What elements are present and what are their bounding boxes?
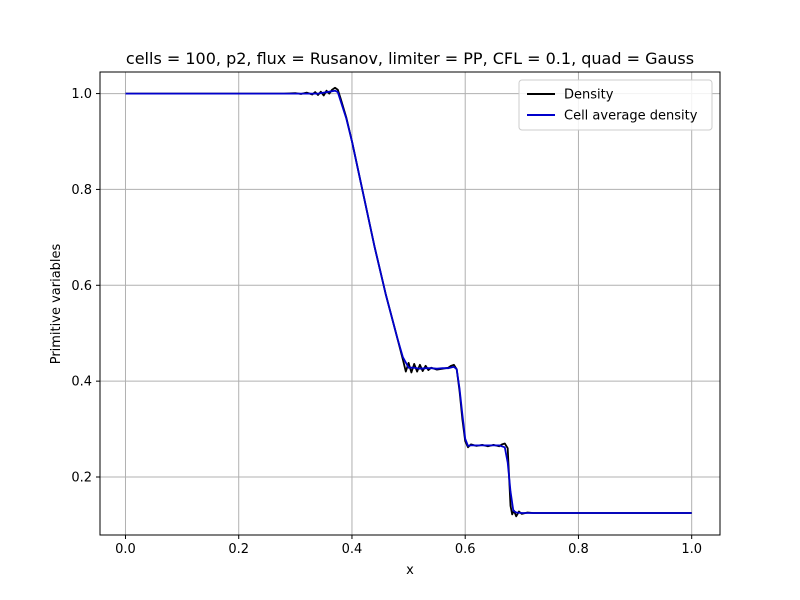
series-lines [125,86,692,518]
x-tick-label: 0.4 [342,542,363,557]
y-tick-label: 0.2 [71,471,92,486]
y-tick-label: 1.0 [71,87,92,102]
y-tick-label: 0.4 [71,375,92,390]
y-tick-label: 0.6 [71,279,92,294]
x-tick-label: 0.0 [115,542,136,557]
x-axis-label: x [406,563,414,578]
series-line-density [125,86,692,518]
y-axis-label: Primitive variables [49,243,64,364]
x-tick-label: 0.8 [568,542,589,557]
y-axis-ticks: 0.2 0.4 0.6 0.8 1.0 [71,87,100,486]
x-axis-ticks: 0.0 0.2 0.4 0.6 0.8 1.0 [115,535,702,557]
x-tick-label: 1.0 [681,542,702,557]
x-tick-label: 0.6 [455,542,476,557]
y-tick-label: 0.8 [71,183,92,198]
legend-label: Density [564,88,614,103]
legend: Density Cell average density [518,79,713,131]
legend-label: Cell average density [564,109,698,124]
axes-frame [99,71,721,536]
x-tick-label: 0.2 [228,542,249,557]
legend-box [518,79,713,131]
series-line-cell-average-density [125,89,692,514]
chart-title: cells = 100, p2, flux = Rusanov, limiter… [126,49,694,68]
